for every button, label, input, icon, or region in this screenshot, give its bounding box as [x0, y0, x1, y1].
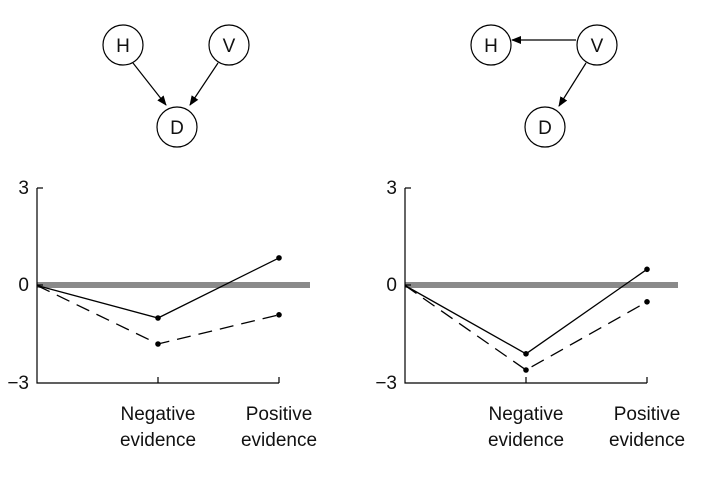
- series-line-dashed: [404, 284, 648, 371]
- node-label: D: [538, 118, 552, 139]
- data-point: [155, 315, 161, 321]
- node-h: H: [470, 24, 512, 66]
- data-point: [644, 266, 650, 273]
- y-tick-label-top: 3: [18, 178, 29, 199]
- node-label: V: [223, 36, 236, 57]
- y-tick-label-bottom: −3: [7, 373, 29, 394]
- x-tick-label-positive: Positive evidence: [609, 404, 685, 451]
- x-tick-label-line: Positive: [246, 404, 313, 425]
- edge-v-d: [189, 62, 219, 106]
- panel-1: H V D 3 0 −3 Negative evidence: [7, 24, 317, 451]
- data-point: [523, 351, 529, 357]
- x-tick-label-line: evidence: [241, 430, 317, 451]
- line-chart-2: 3 0 −3 Negative evidence Positive eviden…: [375, 178, 685, 451]
- axes: [404, 188, 647, 384]
- node-label: H: [116, 36, 130, 57]
- x-tick-label-line: Negative: [121, 404, 196, 425]
- y-tick-label-top: 3: [386, 178, 397, 199]
- x-tick-label-line: evidence: [488, 430, 564, 451]
- data-point: [644, 299, 650, 305]
- data-point: [523, 367, 529, 373]
- edge-h-d: [132, 62, 167, 106]
- network-diagram-1: H V D: [102, 24, 250, 148]
- node-v: V: [576, 24, 618, 66]
- axes: [36, 188, 279, 384]
- x-tick-label-negative: Negative evidence: [488, 404, 564, 451]
- data-point: [276, 255, 282, 261]
- x-tick-label-line: evidence: [609, 430, 685, 451]
- node-d: D: [524, 106, 566, 148]
- line-chart-1: 3 0 −3 Negative evidence Positive eviden…: [7, 178, 317, 451]
- x-tick-label-positive: Positive evidence: [241, 404, 317, 451]
- x-tick-label-line: Positive: [614, 404, 681, 425]
- network-diagram-2: H V D: [470, 24, 618, 148]
- y-tick-label-bottom: −3: [375, 373, 397, 394]
- data-point: [276, 312, 282, 318]
- panel-2: H V D 3 0 −3 Negative evidence: [375, 24, 685, 451]
- node-v: V: [208, 24, 250, 66]
- series-line-dashed: [36, 284, 280, 345]
- y-tick-label-zero: 0: [386, 275, 397, 296]
- x-tick-label-negative: Negative evidence: [120, 404, 196, 451]
- node-h: H: [102, 24, 144, 66]
- edge-v-d: [558, 62, 587, 107]
- data-point: [155, 341, 161, 347]
- series-layer: [36, 255, 282, 347]
- node-d: D: [156, 106, 198, 148]
- node-label: H: [484, 36, 498, 57]
- node-label: D: [170, 118, 184, 139]
- y-tick-label-zero: 0: [18, 275, 29, 296]
- x-tick-label-line: Negative: [489, 404, 564, 425]
- series-layer: [404, 266, 650, 373]
- node-label: V: [591, 36, 604, 57]
- x-tick-label-line: evidence: [120, 430, 196, 451]
